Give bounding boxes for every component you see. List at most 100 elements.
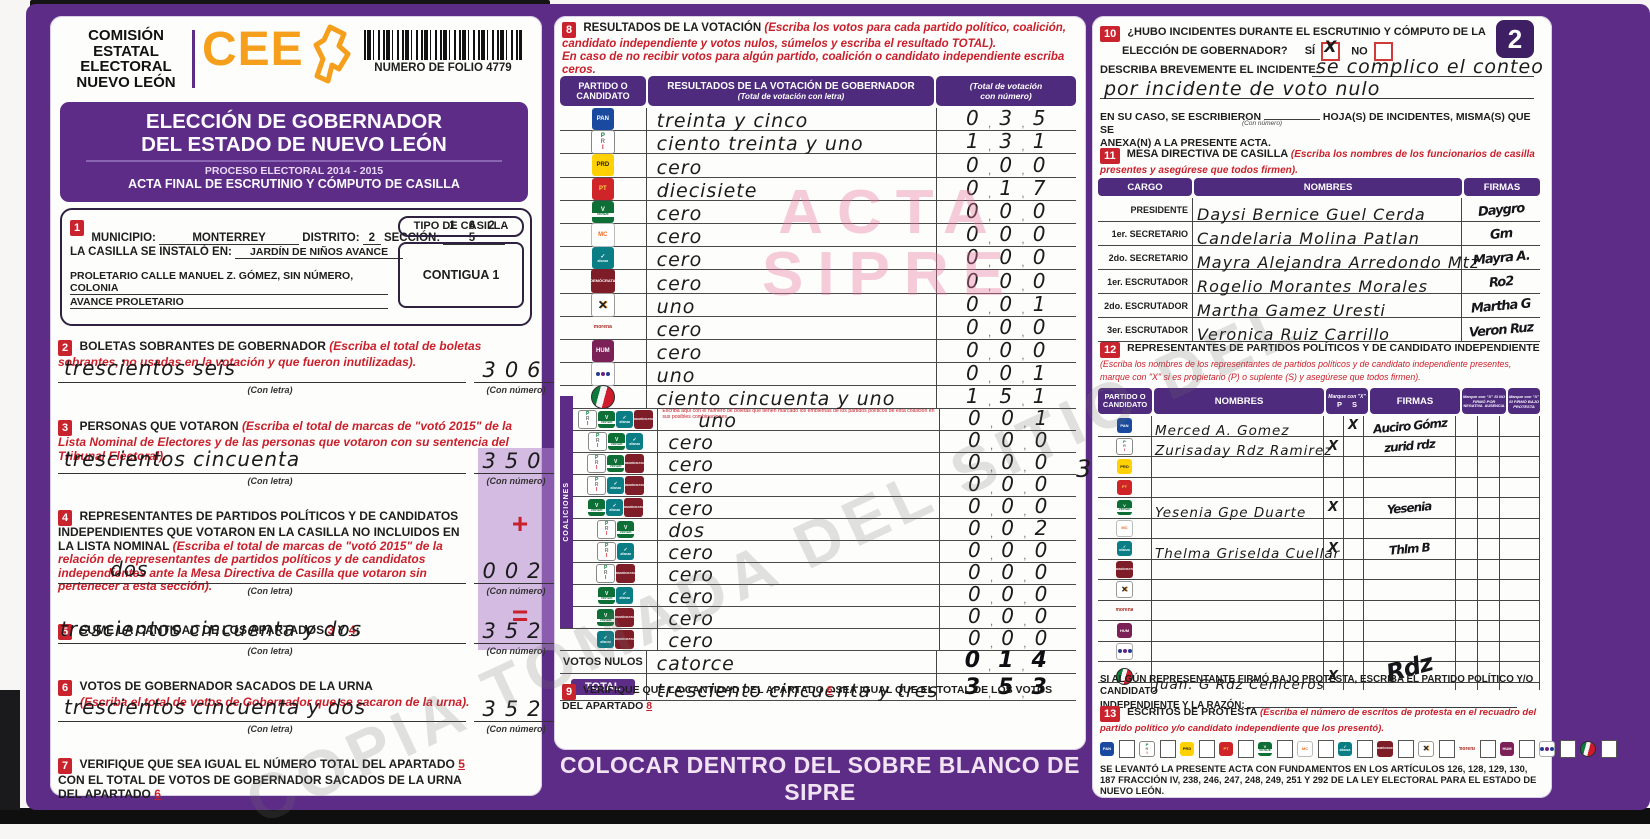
vote-digit: 0: [1034, 538, 1049, 563]
negativa-cell: [1456, 539, 1478, 559]
results-row: V VERDE ✓ alianza DEMÓCRATA cero 0, 0, 0: [560, 494, 1076, 520]
vote-words-cell: cero: [657, 475, 939, 498]
representante-row: V VERDE Yesenia Gpe Duarte X Yesenia: [1098, 498, 1540, 521]
representante-firma: [1364, 477, 1456, 497]
protesta-blank: [1247, 697, 1518, 708]
morena-logo-icon: morena: [1115, 606, 1134, 613]
party-cell: PRD: [1098, 457, 1152, 477]
results-row: V VERDE DEMÓCRATA cero 0, 0, 0: [560, 604, 1076, 630]
vote-words: cero: [668, 564, 714, 587]
party-cell: ✓ alianza DEMÓCRATA: [560, 629, 657, 650]
representante-firma: [1364, 559, 1456, 579]
vote-words-cell: Escriba aquí con el número de boletas qu…: [657, 408, 939, 432]
digit-separator: ,: [987, 324, 992, 339]
escrito-count-box: [1118, 740, 1135, 758]
digit-separator: ,: [989, 592, 994, 607]
humanista-logo-icon: HUM: [1117, 623, 1132, 639]
equals-sign: =: [511, 600, 529, 631]
section3-letra: trescientos cincuenta: [64, 447, 301, 471]
results-row: P R I V VERDE ✓ alianza cero 0, 0, 0: [560, 428, 1076, 454]
party-cell: HUM: [560, 339, 646, 362]
party-cell: TOTAL: [560, 674, 646, 700]
protesta-cell: [1500, 641, 1540, 661]
vote-number-cell: 3, 5, 3: [935, 674, 1076, 701]
es-logo-icon: [1539, 741, 1555, 757]
protesta-cell: [1500, 518, 1540, 538]
vote-digit: 0: [1001, 406, 1016, 431]
alianza-logo-icon: ✓ alianza: [591, 247, 614, 270]
protesta-cell: [1500, 580, 1540, 600]
section4-number: 4: [58, 510, 73, 526]
vote-digit: 5: [1032, 106, 1047, 131]
representante-nombre: Zurisaday Rdz Ramirez: [1152, 436, 1331, 459]
morena-logo-icon: morena: [1459, 745, 1475, 752]
representante-nombre: Yesenia Gpe Duarte: [1152, 498, 1324, 521]
vote-digit: 0: [1034, 582, 1049, 607]
vote-digit: 0: [999, 291, 1014, 316]
vote-digit: 0: [1032, 152, 1047, 177]
vote-digit: 0: [967, 450, 982, 475]
vote-digit: 0: [1001, 538, 1016, 563]
vote-words-cell: cero: [657, 607, 939, 630]
escrito-count-box: [1276, 740, 1293, 758]
section7-text: 7 VERIFIQUE QUE SEA IGUAL EL NÚMERO TOTA…: [58, 757, 465, 801]
coaliciones-strip: COALICIONES: [560, 396, 573, 628]
verde-logo-icon: V VERDE: [1258, 742, 1272, 756]
representante-firma: Auciro Gómz: [1364, 416, 1456, 436]
party-cell: P R I V VERDE: [560, 519, 657, 540]
verde-logo-icon: V VERDE: [608, 433, 626, 451]
left-column-panel: COMISIÓN ESTATAL ELECTORAL NUEVO LEÓN CEE …: [50, 16, 562, 800]
vote-digit: 0: [999, 314, 1014, 339]
digit-separator: ,: [989, 548, 994, 563]
digit-separator: ,: [1021, 185, 1025, 200]
digit-separator: ,: [989, 438, 994, 453]
vote-number-cell: 0, 0, 0: [939, 428, 1076, 453]
vote-words-cell: cero: [657, 541, 939, 564]
coalition-note: Escriba aquí con el número de boletas qu…: [662, 408, 935, 420]
vote-number-cell: 0, 1, 4: [935, 648, 1076, 674]
representante-nombre: Merced A. Gomez: [1152, 416, 1324, 439]
bottom-banner: COLOCAR DENTRO DEL SOBRE BLANCO DE SIPRE: [559, 752, 1081, 805]
section2-numero: 306: [482, 358, 550, 382]
digit-separator: ,: [987, 255, 992, 270]
results-row: PT diecisiete 0, 1, 7: [560, 176, 1076, 202]
vote-digit: 0: [967, 472, 982, 497]
alianza-logo-icon: ✓ alianza: [597, 631, 615, 649]
digit-separator: ,: [1023, 438, 1027, 453]
cargo-label: 1er. ESCRUTADOR: [1107, 277, 1188, 287]
vote-digit: 0: [999, 198, 1014, 223]
negativa-cell: [1456, 580, 1478, 600]
section13-number: 13: [1100, 706, 1121, 722]
protesta-cell: [1500, 436, 1540, 456]
protesta-note: SI ALGÚN REPRESENTANTE FIRMÓ BAJO PROTES…: [1100, 674, 1534, 711]
ausencia-cell: [1478, 600, 1500, 620]
stray-pen-mark: 3: [1076, 455, 1093, 483]
section8-text: 8 RESULTADOS DE LA VOTACIÓN (Escriba los…: [562, 22, 1066, 76]
representante-row: ✓ alianza Thelma Griselda Cuellar X Thlm B: [1098, 539, 1540, 562]
section9-number: 9: [562, 684, 577, 700]
vote-words-cell: ciento treinta y uno: [645, 131, 936, 156]
distrito-label: DISTRITO:: [302, 232, 360, 244]
party-cell: VOTOS NULOS: [560, 651, 646, 673]
representante-row: morena: [1098, 600, 1540, 621]
funcionario-nombre: Mayra Alejandra Arredondo Mtz: [1192, 246, 1478, 272]
escrito-count-box: [1397, 740, 1414, 758]
protesta-cell: [1500, 457, 1540, 477]
party-cell: MC: [1098, 518, 1152, 538]
section13-title: 13 ESCRITOS DE PROTESTA (Escriba el núme…: [1100, 706, 1537, 734]
funcionario-firma: Gm: [1489, 226, 1513, 243]
section1-number: 1: [70, 220, 85, 236]
representante-firma: Yesenia: [1364, 498, 1456, 518]
vote-words: ciento treinta y uno: [656, 133, 864, 156]
representante-nombre: Juan. G Rdz Ceniceros: [1152, 662, 1324, 693]
representante-row: HUM: [1098, 621, 1540, 642]
representante-firma: [1364, 580, 1456, 600]
negativa-cell: [1456, 600, 1478, 620]
vote-digit: 1: [966, 384, 980, 409]
representante-nombre: [1152, 518, 1324, 538]
vote-words-cell: cero: [657, 563, 939, 587]
